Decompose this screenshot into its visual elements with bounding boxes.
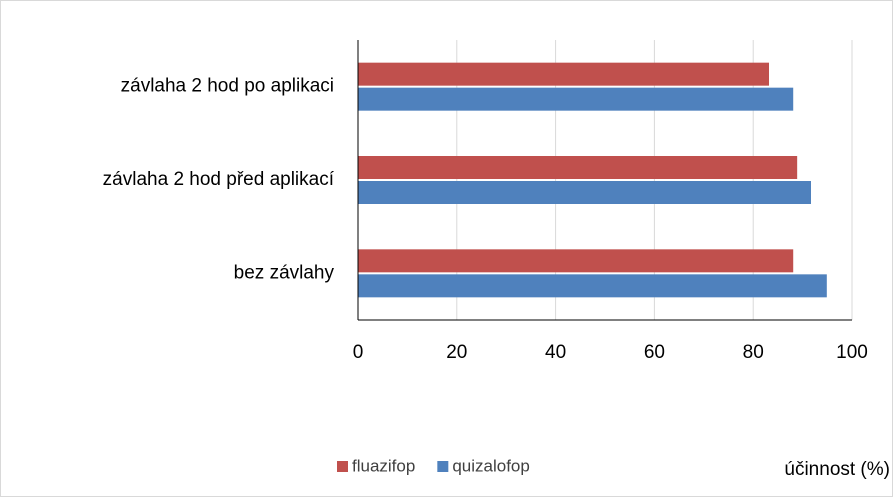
legend-swatch (437, 461, 449, 472)
y-tick-label: bez závlahy (234, 262, 335, 283)
legend-label: quizalofop (452, 456, 530, 475)
x-tick-label: 100 (836, 342, 868, 363)
legend-swatch (337, 461, 348, 472)
x-axis-label: účinnost (%) (784, 459, 890, 480)
bar (358, 274, 827, 298)
bar (358, 181, 811, 204)
bar (358, 156, 798, 179)
x-tick-label: 60 (644, 342, 665, 363)
bar (358, 87, 794, 111)
y-tick-label: závlaha 2 hod po aplikaci (121, 76, 334, 97)
y-tick-label: závlaha 2 hod před aplikací (103, 169, 335, 190)
x-tick-label: 0 (353, 342, 364, 363)
bar (358, 62, 770, 86)
bar (358, 249, 794, 273)
x-tick-label: 80 (743, 342, 764, 363)
legend-label: fluazifop (352, 456, 415, 475)
x-tick-label: 40 (545, 342, 566, 363)
x-tick-label: 20 (446, 342, 467, 363)
